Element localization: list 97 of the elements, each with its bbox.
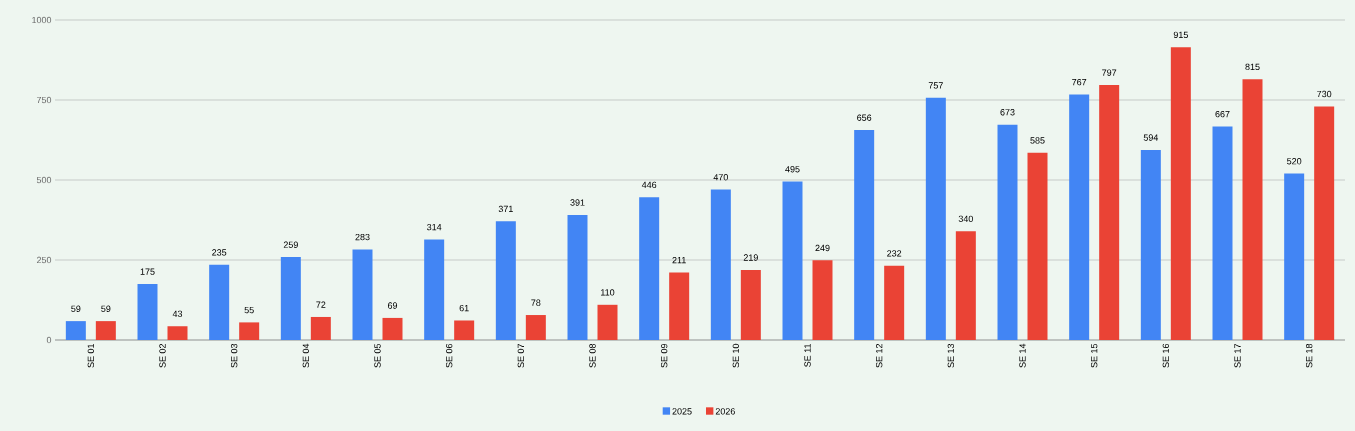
- x-tick-label: SE 15: [1090, 343, 1098, 368]
- bar: [1027, 152, 1048, 340]
- x-tick-label: SE 13: [947, 343, 955, 368]
- bar: [925, 97, 946, 340]
- x-tick-label: SE 09: [660, 343, 668, 368]
- data-label: 59: [101, 305, 111, 312]
- data-label: 757: [928, 82, 943, 89]
- x-tick-label: SE 11: [804, 343, 811, 367]
- data-label: 235: [212, 249, 227, 256]
- bar: [1242, 79, 1263, 340]
- bar: [567, 214, 588, 340]
- bar: [669, 272, 690, 340]
- data-label: 110: [601, 289, 615, 296]
- data-label: 673: [1000, 109, 1015, 116]
- bar: [740, 269, 761, 340]
- x-tick-label: SE 01: [87, 343, 95, 368]
- bar: [782, 181, 803, 340]
- bar: [1314, 106, 1335, 340]
- data-label: 656: [857, 114, 872, 121]
- data-label: 43: [172, 310, 183, 318]
- x-tick-label: SE 03: [230, 343, 238, 368]
- data-label: 667: [1215, 111, 1230, 118]
- y-tick-label: 0: [46, 336, 52, 344]
- bar: [955, 231, 976, 340]
- data-label: 249: [815, 244, 830, 252]
- bar: [710, 189, 731, 340]
- bar: [597, 304, 618, 340]
- data-label: 78: [531, 299, 541, 306]
- data-label: 259: [283, 241, 298, 248]
- bar: [424, 239, 445, 340]
- bar: [1170, 47, 1191, 340]
- data-label: 767: [1072, 79, 1087, 86]
- data-label: 495: [785, 166, 800, 173]
- data-label: 585: [1030, 137, 1045, 144]
- bar: [1284, 173, 1305, 340]
- bar: [382, 317, 403, 340]
- bar: [812, 260, 833, 340]
- data-label: 594: [1143, 134, 1159, 141]
- data-label: 69: [387, 302, 398, 309]
- bar: [352, 249, 373, 340]
- x-tick-label: SE 16: [1162, 343, 1170, 368]
- bar: [854, 130, 875, 340]
- data-label: 59: [71, 305, 81, 312]
- data-label: 520: [1287, 158, 1302, 165]
- data-label: 730: [1317, 90, 1332, 98]
- bar: [65, 321, 86, 340]
- bar: [239, 322, 260, 340]
- x-tick-label: SE 04: [302, 343, 310, 368]
- bar: [209, 264, 230, 340]
- data-label: 470: [713, 174, 728, 181]
- bar: [1099, 84, 1120, 340]
- data-label: 314: [427, 223, 442, 231]
- data-label: 815: [1245, 63, 1260, 70]
- y-tick-label: 750: [36, 96, 52, 104]
- data-label: 391: [570, 199, 585, 206]
- y-tick-label: 1000: [32, 16, 52, 24]
- data-label: 211: [672, 257, 686, 264]
- y-tick-label: 500: [36, 176, 52, 184]
- bar: [454, 320, 475, 340]
- x-tick-label: SE 12: [875, 343, 883, 368]
- bar: [1212, 126, 1233, 340]
- y-tick-label: 250: [36, 256, 52, 264]
- x-tick-label: SE 06: [445, 343, 453, 368]
- data-label: 219: [743, 254, 758, 261]
- x-tick-label: SE 18: [1305, 343, 1313, 368]
- bar: [884, 265, 905, 340]
- bar: [639, 197, 660, 340]
- x-tick-label: SE 10: [732, 343, 740, 368]
- data-label: 61: [459, 304, 469, 312]
- x-tick-label: SE 02: [159, 343, 166, 368]
- bar: [525, 315, 546, 340]
- legend-label: 2025: [672, 408, 692, 415]
- data-label: 797: [1102, 69, 1117, 76]
- bar: [95, 321, 116, 340]
- data-label: 232: [887, 250, 902, 257]
- bar: [280, 257, 301, 340]
- bar: [167, 326, 188, 340]
- data-label: 915: [1173, 31, 1188, 38]
- x-tick-label: SE 17: [1234, 343, 1241, 368]
- x-tick-label: SE 14: [1019, 343, 1026, 368]
- data-label: 283: [355, 233, 370, 241]
- bar: [310, 316, 331, 340]
- bar: [997, 124, 1018, 340]
- data-label: 446: [641, 181, 657, 189]
- x-tick-label: SE 05: [374, 343, 381, 368]
- x-tick-label: SE 08: [589, 343, 596, 368]
- data-label: 340: [958, 215, 973, 223]
- bar: [1140, 149, 1161, 340]
- data-label: 55: [244, 306, 254, 314]
- x-tick-label: SE 07: [517, 343, 525, 368]
- legend-label: 2026: [715, 408, 735, 415]
- bar: [1069, 94, 1090, 340]
- bar: [495, 221, 516, 340]
- data-label: 72: [316, 301, 326, 308]
- data-label: 371: [498, 205, 513, 213]
- bar: [137, 284, 158, 340]
- data-label: 175: [140, 268, 155, 275]
